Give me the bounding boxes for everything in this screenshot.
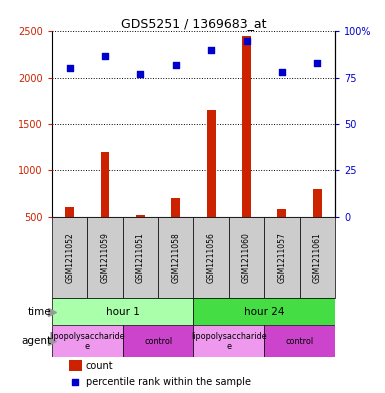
Point xyxy=(137,71,144,77)
Bar xyxy=(87,217,123,298)
Text: time: time xyxy=(28,307,51,316)
Bar xyxy=(171,198,180,217)
Point xyxy=(173,62,179,68)
Point xyxy=(102,52,108,59)
Bar xyxy=(193,298,335,325)
Bar xyxy=(242,36,251,217)
Bar xyxy=(123,325,193,357)
Text: hour 1: hour 1 xyxy=(106,307,140,316)
Bar xyxy=(52,217,87,298)
Point xyxy=(279,69,285,75)
Text: GSM1211058: GSM1211058 xyxy=(171,232,180,283)
Text: agent: agent xyxy=(21,336,51,346)
Point xyxy=(208,47,214,53)
Bar xyxy=(158,217,193,298)
Bar xyxy=(207,110,216,217)
Text: count: count xyxy=(86,360,114,371)
Bar xyxy=(264,325,335,357)
Bar xyxy=(52,325,123,357)
Point xyxy=(314,60,320,66)
Title: GDS5251 / 1369683_at: GDS5251 / 1369683_at xyxy=(121,17,266,30)
Text: GSM1211051: GSM1211051 xyxy=(136,232,145,283)
Text: GSM1211060: GSM1211060 xyxy=(242,232,251,283)
Text: GSM1211052: GSM1211052 xyxy=(65,232,74,283)
Point xyxy=(67,65,73,72)
Bar xyxy=(300,217,335,298)
Bar xyxy=(136,215,145,217)
Point xyxy=(243,38,249,44)
Bar xyxy=(278,209,286,217)
Text: GSM1211056: GSM1211056 xyxy=(207,232,216,283)
Bar xyxy=(313,189,322,217)
Text: control: control xyxy=(144,337,172,346)
Bar xyxy=(69,360,82,371)
Text: percentile rank within the sample: percentile rank within the sample xyxy=(86,377,251,387)
Bar xyxy=(65,208,74,217)
Text: GSM1211059: GSM1211059 xyxy=(100,232,110,283)
Bar xyxy=(193,217,229,298)
Text: hour 24: hour 24 xyxy=(244,307,285,316)
Bar xyxy=(229,217,264,298)
Bar xyxy=(123,217,158,298)
Text: lipopolysaccharide
e: lipopolysaccharide e xyxy=(191,332,267,351)
Text: GSM1211057: GSM1211057 xyxy=(277,232,286,283)
Bar xyxy=(52,298,193,325)
Bar xyxy=(100,152,109,217)
Bar xyxy=(264,217,300,298)
Text: control: control xyxy=(286,337,314,346)
Text: lipopolysaccharide
e: lipopolysaccharide e xyxy=(50,332,125,351)
Bar xyxy=(193,325,264,357)
Text: GSM1211061: GSM1211061 xyxy=(313,232,322,283)
